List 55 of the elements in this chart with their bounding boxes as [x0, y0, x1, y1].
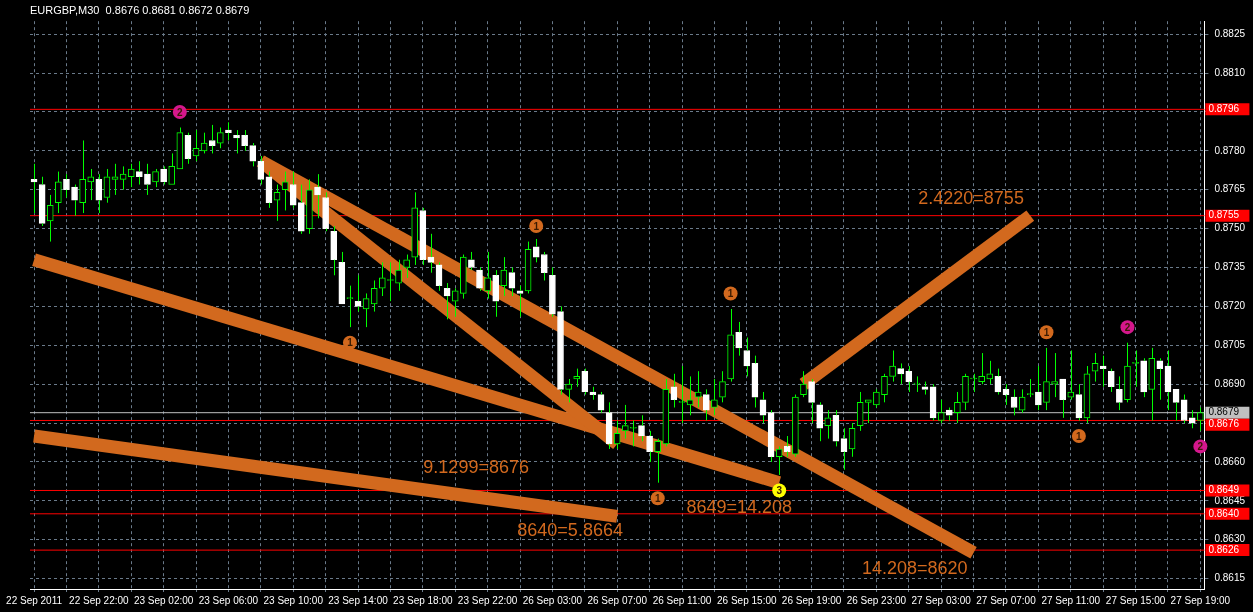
ref-line-label: 0.8679 — [1208, 406, 1240, 418]
y-tick-label: 0.8660 — [1214, 455, 1246, 467]
annotation: 9.1299=8676 — [423, 457, 529, 478]
x-tick-label: 26 Sep 15:00 — [717, 594, 777, 606]
x-tick-label: 23 Sep 02:00 — [133, 594, 194, 606]
y-tick-label: 0.8705 — [1214, 339, 1246, 351]
x-tick-label: 26 Sep 07:00 — [587, 594, 648, 606]
y-tick-label: 0.8720 — [1214, 300, 1246, 312]
y-tick-label: 0.8690 — [1214, 377, 1246, 389]
text: 1 — [727, 288, 734, 300]
y-tick-label: 0.8645 — [1214, 494, 1246, 506]
text: 1 — [1076, 430, 1082, 442]
x-tick-label: 27 Sep 15:00 — [1105, 594, 1166, 606]
text: 2 — [177, 106, 183, 118]
ref-line-label: 0.8640 — [1208, 507, 1240, 519]
chart-title: EURGBP,M30 0.8676 0.8681 0.8672 0.8679 — [30, 3, 250, 16]
annotation: 8649=14.208 — [686, 496, 793, 517]
ref-line-label: 0.8649 — [1208, 484, 1240, 496]
x-tick-label: 26 Sep 23:00 — [846, 594, 907, 606]
x-tick-label: 23 Sep 06:00 — [198, 594, 259, 606]
series-label: 3 — [776, 485, 783, 497]
annotation: 8640=5.8664 — [517, 520, 623, 541]
x-tick-label: 23 Sep 14:00 — [328, 594, 389, 606]
y-tick-label: 0.8735 — [1214, 261, 1246, 273]
text: 1 — [347, 337, 353, 349]
ref-line-label: 0.8796 — [1208, 103, 1240, 115]
annotation: 2.4220=8755 — [918, 187, 1024, 208]
ref-line-label: 0.8676 — [1208, 418, 1240, 430]
x-tick-label: 27 Sep 19:00 — [1170, 594, 1231, 606]
y-tick-label: 0.8825 — [1214, 27, 1246, 39]
y-tick-label: 0.8630 — [1214, 533, 1246, 545]
text: 2 — [1197, 441, 1204, 453]
annotation: 14.208=8620 — [861, 558, 968, 579]
y-tick-label: 0.8615 — [1214, 572, 1246, 584]
x-tick-label: 27 Sep 11:00 — [1041, 594, 1101, 606]
x-tick-label: 27 Sep 07:00 — [976, 594, 1037, 606]
y-tick-label: 0.8780 — [1214, 144, 1246, 156]
x-tick-label: 22 Sep 22:00 — [69, 594, 130, 606]
y-tick-label: 0.8765 — [1214, 183, 1246, 195]
x-tick-label: 23 Sep 10:00 — [263, 594, 324, 606]
x-tick-label: 22 Sep 2011 — [6, 594, 63, 606]
x-tick-label: 26 Sep 11:00 — [652, 594, 712, 606]
ref-line-label: 0.8626 — [1208, 543, 1240, 555]
text: 1 — [533, 220, 539, 232]
y-tick-label: 0.8750 — [1214, 222, 1246, 234]
x-tick-label: 27 Sep 03:00 — [911, 594, 972, 606]
x-tick-label: 26 Sep 03:00 — [522, 594, 583, 606]
x-tick-label: 23 Sep 18:00 — [393, 594, 454, 606]
ref-line-label: 0.8755 — [1208, 209, 1240, 221]
x-tick-label: 23 Sep 22:00 — [457, 594, 518, 606]
series-label: 1 — [654, 493, 661, 505]
y-tick-label: 0.8810 — [1214, 66, 1246, 78]
x-tick-label: 26 Sep 19:00 — [781, 594, 842, 606]
series-label: 2 — [1124, 321, 1131, 333]
text: 1 — [1043, 327, 1050, 339]
